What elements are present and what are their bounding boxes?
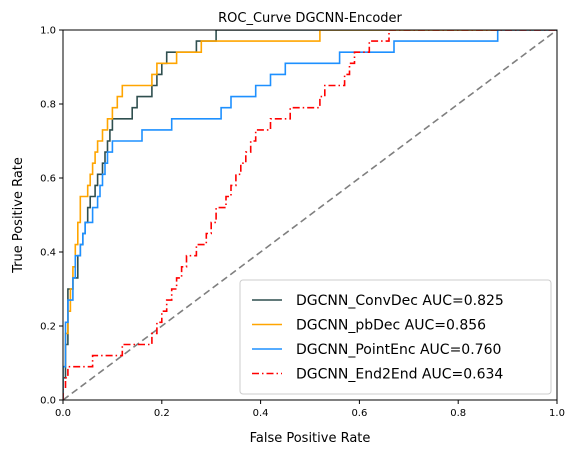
series-line-4 (63, 30, 557, 400)
x-tick-label: 1.0 (549, 408, 565, 419)
legend: DGCNN_ConvDec AUC=0.825 DGCNN_pbDec AUC=0… (239, 279, 552, 395)
axes-frame (62, 29, 558, 401)
axes: 0.0 0.2 0.4 0.6 0.8 1.0 0.0 0.2 0.4 0.6 0.8 1.0 (40, 26, 565, 420)
y-tick-label: 0.4 (40, 248, 56, 259)
x-axis-label: False Positive Rate (250, 431, 371, 446)
x-tick-label: 0.4 (253, 408, 269, 419)
legend-box (239, 279, 552, 395)
legend-entry-label: DGCNN_ConvDec AUC=0.825 (296, 293, 504, 309)
diagonal-reference-line (63, 30, 557, 400)
y-tick-label: 1.0 (40, 26, 56, 37)
legend-entry-label: DGCNN_PointEnc AUC=0.760 (296, 342, 501, 358)
x-tick-label: 0.0 (55, 408, 71, 419)
y-axis-label: True Positive Rate (11, 157, 26, 274)
plot-area (63, 30, 557, 400)
y-tick-label: 0.2 (40, 322, 56, 333)
series-line-3 (63, 30, 557, 400)
y-tick-label: 0.0 (40, 396, 56, 407)
legend-entry-label: DGCNN_pbDec AUC=0.856 (296, 318, 486, 334)
x-tick-label: 0.2 (154, 408, 170, 419)
y-tick-label: 0.8 (40, 100, 56, 111)
chart-title: ROC_Curve DGCNN-Encoder (218, 11, 402, 26)
y-tick-label: 0.6 (40, 174, 56, 185)
legend-entry-label: DGCNN_End2End AUC=0.634 (296, 367, 503, 383)
x-tick-label: 0.8 (450, 408, 466, 419)
x-tick-label: 0.6 (351, 408, 367, 419)
